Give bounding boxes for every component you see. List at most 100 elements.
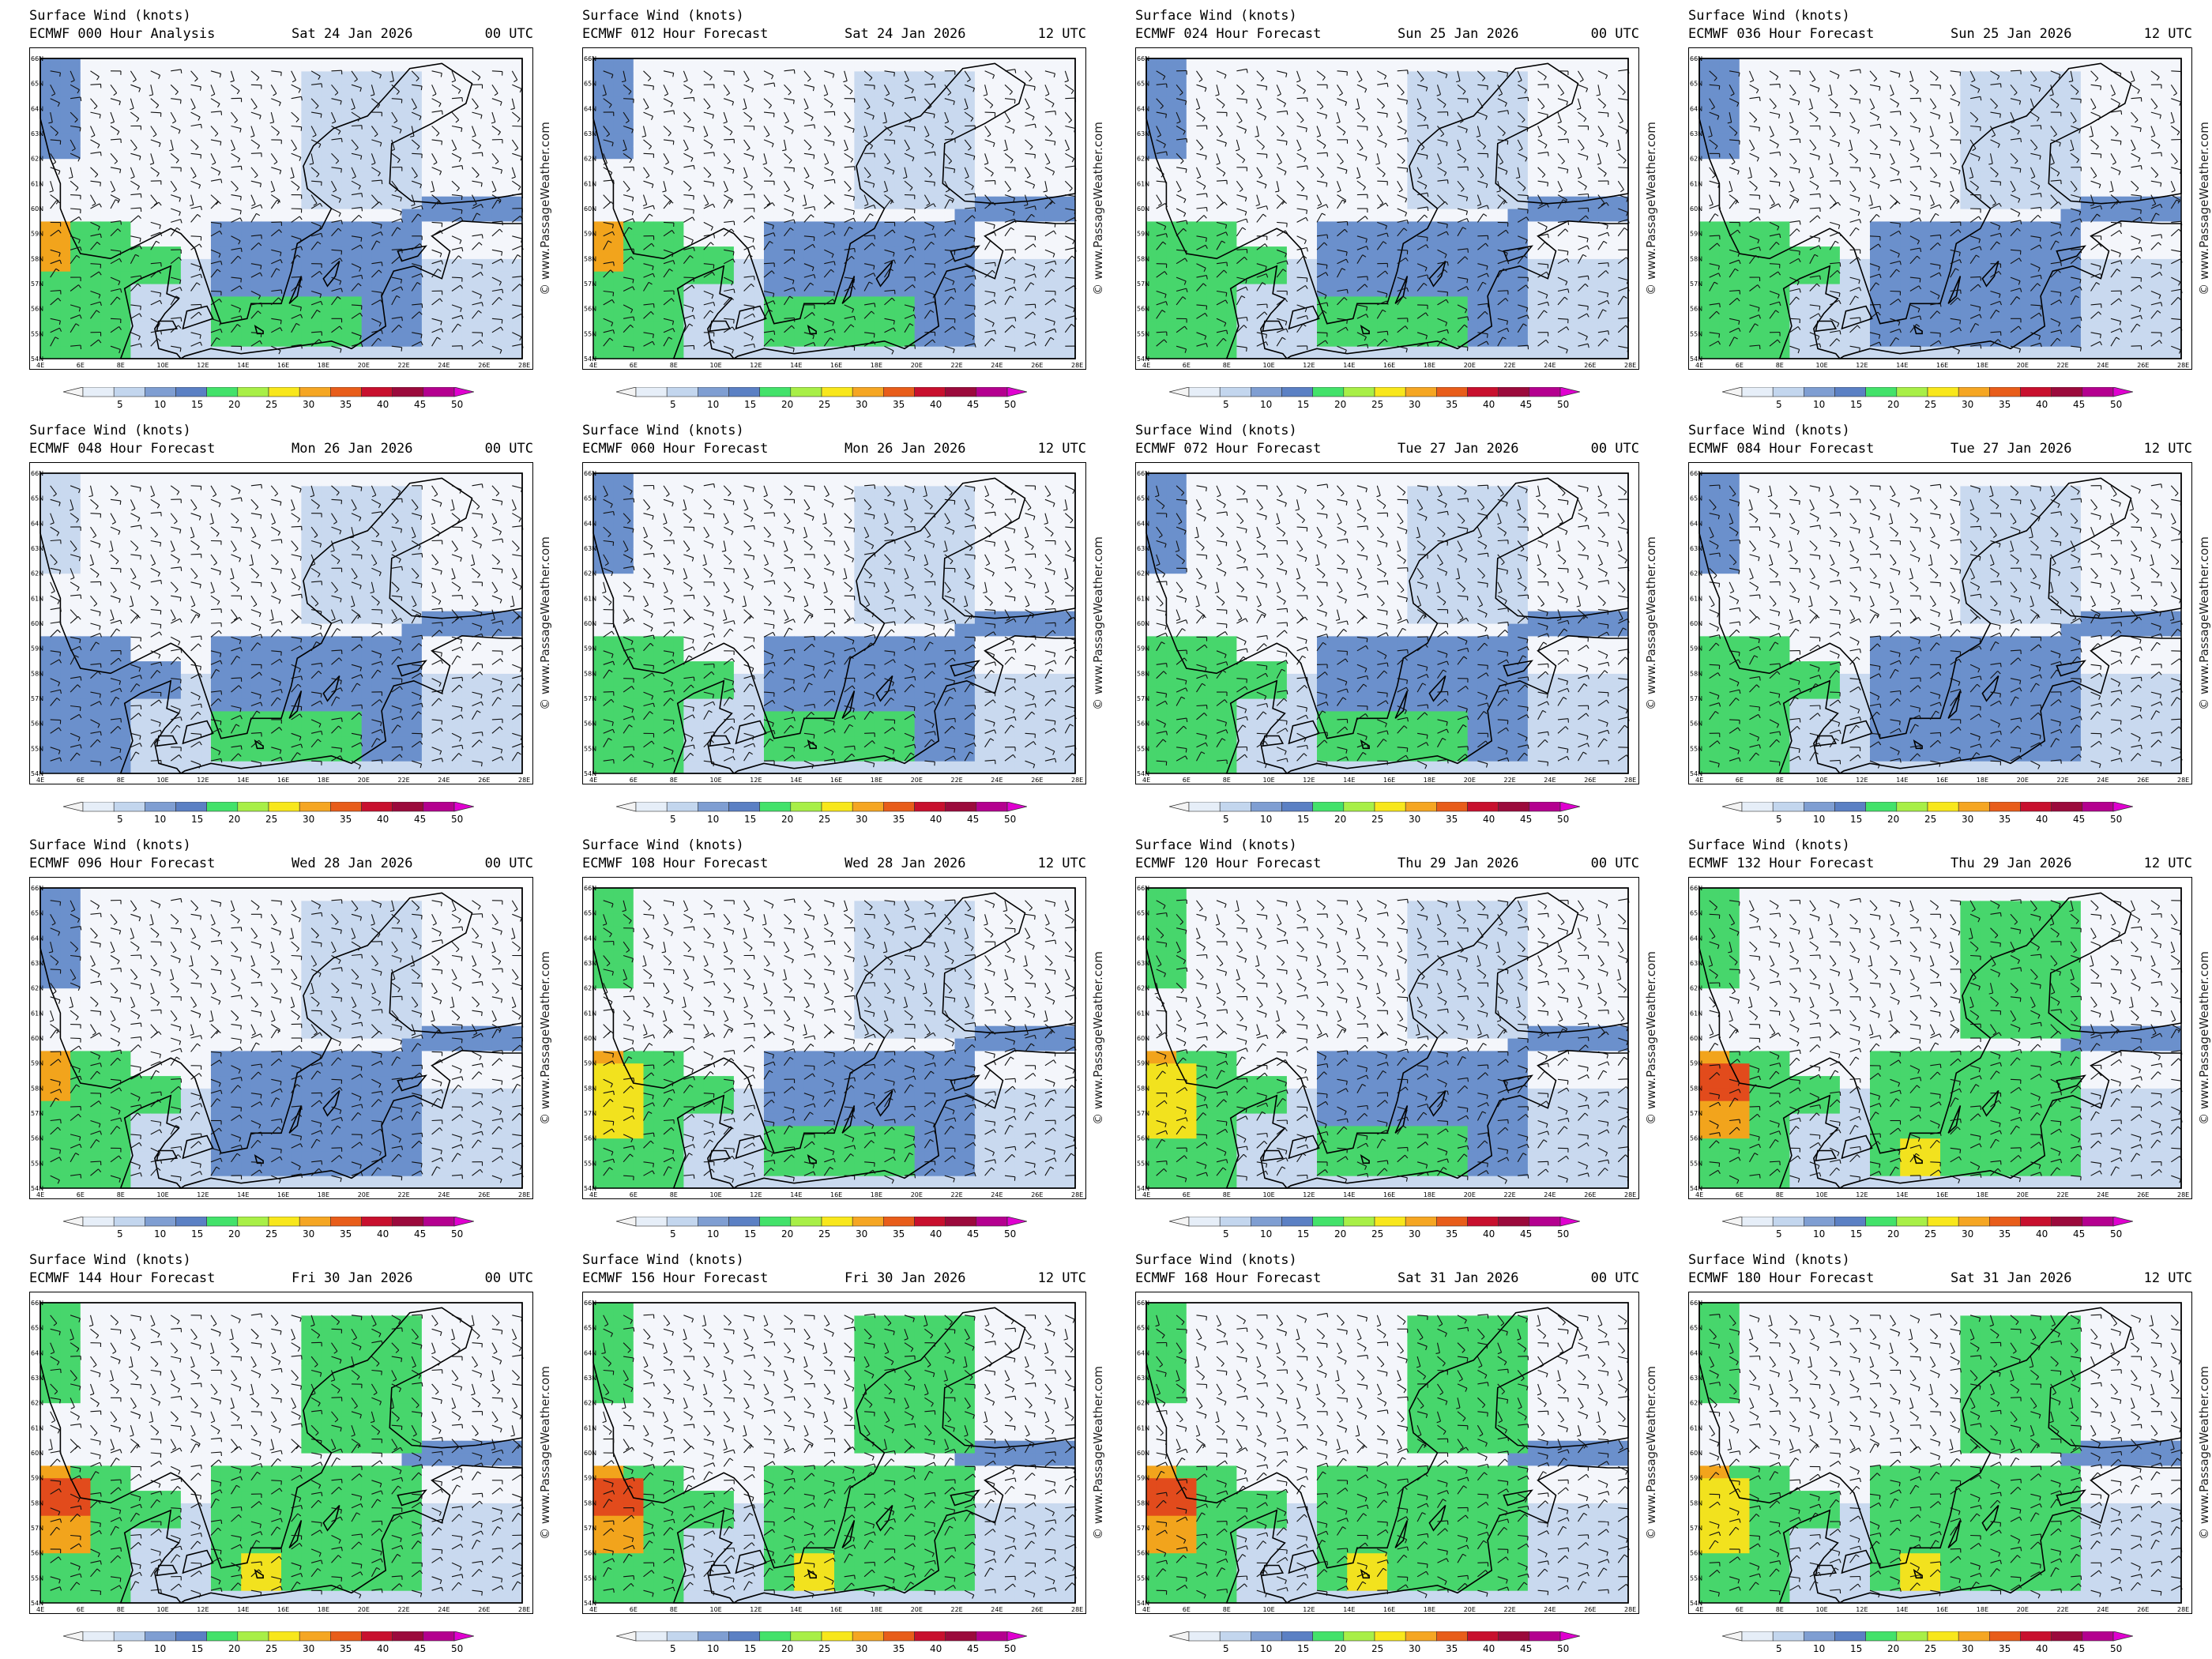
coastline — [1146, 58, 1629, 359]
latitude-label: 58N — [1690, 1085, 1702, 1092]
latitude-label: 63N — [1137, 545, 1149, 552]
latitude-label: 62N — [1137, 570, 1149, 577]
legend-tick: 5 — [670, 399, 676, 410]
wind-barbs — [50, 483, 524, 769]
longitude-label: 24E — [1544, 362, 1556, 369]
watermark-credit: © www.PassageWeather.com — [538, 47, 552, 370]
longitude-label: 18E — [318, 1606, 329, 1613]
panel-title: Surface Wind (knots) — [1688, 837, 1850, 853]
valid-date: Tue 27 Jan 2026 — [1951, 441, 2072, 457]
valid-date: Sat 31 Jan 2026 — [1951, 1270, 2072, 1286]
longitude-label: 24E — [2097, 1191, 2109, 1198]
legend-tick: 30 — [856, 1643, 867, 1654]
wind-field — [1699, 473, 2182, 774]
latitude-label: 62N — [31, 156, 43, 163]
watermark-credit: © www.PassageWeather.com — [2197, 462, 2211, 784]
legend-tick: 45 — [2073, 1643, 2085, 1654]
longitude-label: 28E — [1071, 362, 1083, 369]
longitude-label: 26E — [1584, 777, 1596, 784]
forecast-panel: Surface Wind (knots) ECMWF 096 Hour Forec… — [0, 830, 553, 1244]
wind-map: 66N 65N 64N 63N 62N 61N 60N 59N 58N 57N 56N 55N 54N4… — [29, 877, 533, 1199]
legend-tick: 15 — [1297, 1643, 1309, 1654]
latitude-label: 59N — [1137, 645, 1149, 653]
latitude-label: 54N — [1137, 1600, 1149, 1607]
longitude-label: 24E — [991, 777, 1003, 784]
latitude-label: 65N — [31, 910, 43, 917]
longitude-label: 16E — [1936, 1191, 1948, 1198]
watermark-credit: © www.PassageWeather.com — [1644, 1292, 1658, 1614]
credit-text: © www.PassageWeather.com — [538, 951, 552, 1125]
longitude-label: 20E — [2017, 1606, 2029, 1613]
legend-tick: 25 — [1924, 814, 1936, 825]
latitude-label: 61N — [1137, 595, 1149, 602]
wind-barbs — [48, 897, 524, 1184]
legend-tick: 50 — [2110, 399, 2122, 410]
longitude-label: 26E — [1031, 362, 1043, 369]
legend-tick: 45 — [967, 399, 979, 410]
legend-tick: 10 — [1813, 1643, 1825, 1654]
longitude-label: 10E — [710, 1606, 722, 1613]
latitude-label: 54N — [31, 770, 43, 777]
longitude-label: 12E — [750, 1606, 762, 1613]
legend-tick: 50 — [1557, 1643, 1569, 1654]
longitude-label: 28E — [1624, 362, 1636, 369]
legend-tick: 5 — [1223, 814, 1229, 825]
latitude-label: 57N — [1690, 695, 1702, 702]
longitude-label: 22E — [2057, 362, 2069, 369]
legend-tick: 35 — [1446, 814, 1458, 825]
latitude-label: 65N — [584, 910, 596, 917]
latitude-label: 55N — [1690, 1574, 1702, 1582]
legend-tick: 15 — [744, 814, 756, 825]
longitude-label: 22E — [2057, 1606, 2069, 1613]
legend-tick: 40 — [930, 814, 942, 825]
wind-barbs — [1708, 897, 2183, 1184]
legend-tick: 5 — [670, 814, 676, 825]
latitude-label: 59N — [584, 231, 596, 238]
longitude-label: 20E — [2017, 1191, 2029, 1198]
wind-speed-legend: 5 10 15 20 25 30 35 40 45 50 — [1722, 387, 2133, 410]
latitude-label: 55N — [584, 1160, 596, 1167]
valid-date: Sun 25 Jan 2026 — [1951, 26, 2072, 42]
coastline — [1146, 1302, 1629, 1604]
watermark-credit: © www.PassageWeather.com — [1644, 877, 1658, 1199]
latitude-label: 55N — [584, 330, 596, 337]
latitude-label: 66N — [31, 1300, 43, 1307]
legend-tick: 40 — [930, 1228, 942, 1240]
latitude-label: 56N — [31, 720, 43, 728]
legend-tick: 15 — [191, 399, 203, 410]
longitude-label: 26E — [478, 1191, 490, 1198]
longitude-label: 24E — [438, 1606, 450, 1613]
credit-text: © www.PassageWeather.com — [1091, 951, 1105, 1125]
run-label: ECMWF 072 Hour Forecast — [1135, 441, 1321, 457]
forecast-panel: Surface Wind (knots) ECMWF 180 Hour Forec… — [1659, 1244, 2212, 1659]
latitude-label: 62N — [1137, 1400, 1149, 1407]
latitude-label: 61N — [584, 595, 596, 602]
longitude-label: 10E — [710, 1191, 722, 1198]
latitude-label: 64N — [584, 935, 596, 942]
latitude-label: 55N — [1137, 745, 1149, 752]
longitude-label: 18E — [1977, 362, 1988, 369]
longitude-label: 8E — [117, 777, 125, 784]
wind-map: 66N 65N 64N 63N 62N 61N 60N 59N 58N 57N 56N 55N 54N4… — [582, 47, 1086, 370]
credit-text: © www.PassageWeather.com — [2197, 1366, 2211, 1540]
longitude-label: 8E — [1223, 777, 1231, 784]
coastline — [1146, 472, 1629, 774]
wind-speed-legend: 5 10 15 20 25 30 35 40 45 50 — [616, 1217, 1027, 1240]
longitude-label: 16E — [830, 777, 842, 784]
latitude-label: 64N — [1690, 935, 1702, 942]
latitude-label: 62N — [584, 156, 596, 163]
longitude-label: 8E — [670, 777, 678, 784]
latitude-label: 62N — [31, 1400, 43, 1407]
legend-tick: 45 — [967, 1643, 979, 1654]
legend-tick: 20 — [781, 1228, 793, 1240]
valid-utc: 12 UTC — [2144, 26, 2192, 42]
panel-title: Surface Wind (knots) — [582, 423, 744, 438]
latitude-label: 66N — [584, 1300, 596, 1307]
longitude-label: 4E — [1695, 777, 1703, 784]
legend-tick: 40 — [930, 1643, 942, 1654]
latitude-label: 59N — [584, 1060, 596, 1067]
legend-tick: 45 — [967, 1228, 979, 1240]
panel-title: Surface Wind (knots) — [582, 837, 744, 853]
legend-tick: 25 — [265, 399, 277, 410]
latitude-label: 54N — [31, 356, 43, 363]
